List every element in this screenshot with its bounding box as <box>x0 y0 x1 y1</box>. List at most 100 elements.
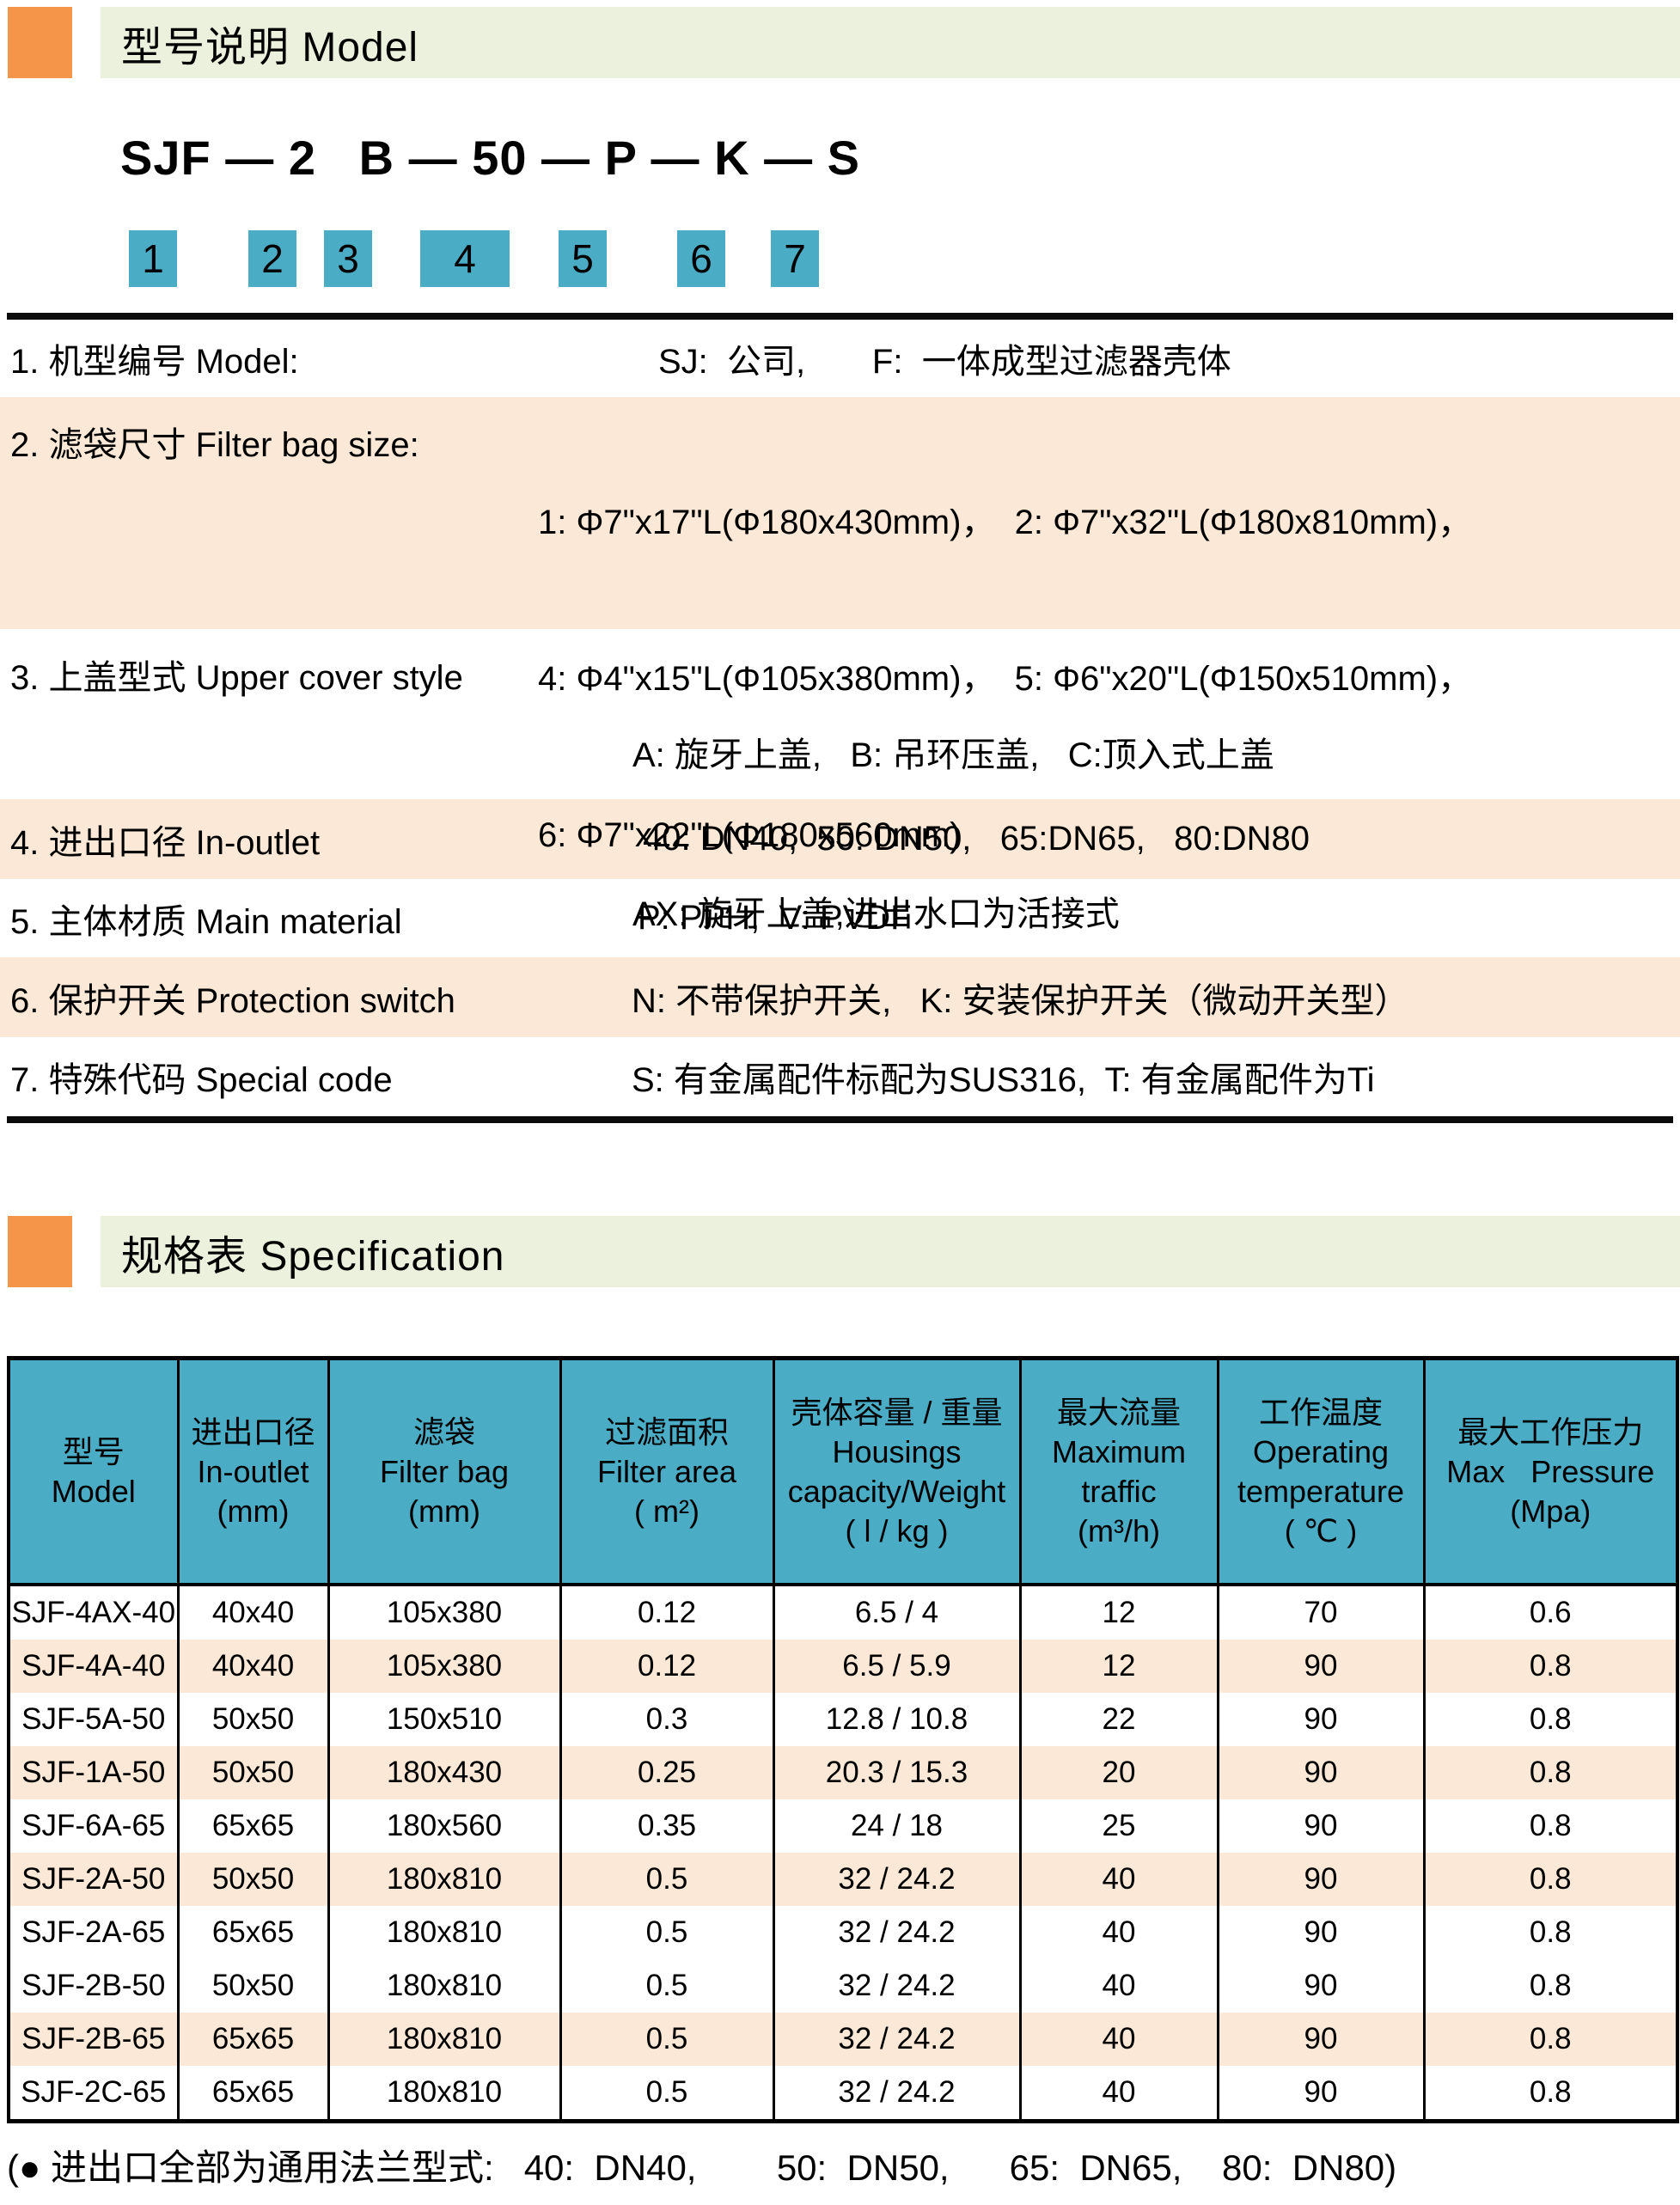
table-row: SJF-4AX-40 40x40 105x380 0.12 6.5 / 4 12… <box>7 1585 1679 1640</box>
cell-max-pressure: 0.8 <box>1422 1746 1679 1799</box>
cell-operating-temp: 90 <box>1216 1799 1426 1853</box>
orange-accent-block <box>8 1216 72 1287</box>
header-line: Model <box>51 1473 136 1509</box>
spec-section-header: 规格表 Specification <box>0 1216 1680 1287</box>
cell-filter-bag: 180x810 <box>327 1853 562 1906</box>
cell-filter-area: 0.12 <box>559 1585 775 1640</box>
cell-filter-bag: 180x810 <box>327 2013 562 2066</box>
section-title-bar: 型号说明 Model <box>101 7 1680 78</box>
header-line: Max Pressure <box>1446 1453 1655 1489</box>
cell-max-pressure: 0.8 <box>1422 1906 1679 1959</box>
header-line: (mm) <box>408 1493 480 1529</box>
spec-header-row: 型号 Model 进出口径 In-outlet (mm) 滤袋 Filter b… <box>7 1358 1679 1586</box>
cell-model: SJF-2A-50 <box>7 1853 180 1906</box>
cell-operating-temp: 90 <box>1216 1906 1426 1959</box>
header-line: In-outlet <box>197 1453 309 1489</box>
header-line: 滤袋 <box>412 1414 475 1450</box>
header-line: (m³/h) <box>1078 1512 1160 1548</box>
cell-in-outlet: 40x40 <box>176 1585 330 1640</box>
table-row: SJF-2B-65 65x65 180x810 0.5 32 / 24.2 40… <box>7 2013 1679 2066</box>
table-row: SJF-2B-50 50x50 180x810 0.5 32 / 24.2 40… <box>7 1959 1679 2013</box>
cell-max-pressure: 0.8 <box>1422 1640 1679 1693</box>
table-row: SJF-6A-65 65x65 180x560 0.35 24 / 18 25 … <box>7 1799 1679 1853</box>
cell-capacity-weight: 6.5 / 5.9 <box>772 1640 1022 1693</box>
cell-filter-bag: 150x510 <box>327 1693 562 1746</box>
item-label: 4. 进出口径 In-outlet <box>10 823 321 862</box>
cell-model: SJF-4A-40 <box>7 1640 180 1693</box>
item-label: 3. 上盖型式 Upper cover style <box>10 659 463 697</box>
divider-rule-top <box>7 313 1673 320</box>
item-value-line: 6: Φ7"x22"L(Φ180x560mm) <box>538 816 962 854</box>
model-items-list: 1. 机型编号 Model: SJ: 公司, F: 一体成型过滤器壳体 2. 滤… <box>0 320 1680 1116</box>
header-line: (mm) <box>217 1493 290 1529</box>
cell-max-traffic: 20 <box>1018 1746 1219 1799</box>
section-title-bar: 规格表 Specification <box>101 1216 1680 1287</box>
col-header-filter-bag: 滤袋 Filter bag (mm) <box>327 1358 562 1586</box>
cell-in-outlet: 50x50 <box>176 1959 330 2013</box>
item-row-in-outlet: 4. 进出口径 In-outlet 40: DN40, 50: DN50, 65… <box>0 799 1680 879</box>
cell-filter-bag: 105x380 <box>327 1640 562 1693</box>
col-header-max-pressure: 最大工作压力 Max Pressure (Mpa) <box>1422 1358 1679 1586</box>
cell-operating-temp: 90 <box>1216 2013 1426 2066</box>
cell-filter-bag: 105x380 <box>327 1585 562 1640</box>
header-line: 壳体容量 / 重量 <box>791 1394 1003 1430</box>
item-row-special-code: 7. 特殊代码 Special code S: 有金属配件标配为SUS316, … <box>0 1037 1680 1116</box>
cell-in-outlet: 50x50 <box>176 1853 330 1906</box>
cell-filter-bag: 180x810 <box>327 1959 562 2013</box>
item-row-model-number: 1. 机型编号 Model: SJ: 公司, F: 一体成型过滤器壳体 <box>0 320 1680 397</box>
cell-max-pressure: 0.8 <box>1422 1853 1679 1906</box>
item-label: 7. 特殊代码 Special code <box>10 1061 393 1099</box>
item-value: SJ: 公司, F: 一体成型过滤器壳体 <box>658 343 1231 381</box>
cell-filter-area: 0.5 <box>559 1959 775 2013</box>
header-line: capacity/Weight <box>787 1473 1006 1509</box>
cell-in-outlet: 65x65 <box>176 2066 330 2122</box>
item-value-line: 4: Φ4"x15"L(Φ105x380mm)， 5: Φ6"x20"L(Φ15… <box>538 660 1473 698</box>
cell-operating-temp: 90 <box>1216 1853 1426 1906</box>
table-row: SJF-1A-50 50x50 180x430 0.25 20.3 / 15.3… <box>7 1746 1679 1799</box>
item-label: 1. 机型编号 Model: <box>10 343 299 381</box>
cell-operating-temp: 90 <box>1216 2066 1426 2122</box>
cell-max-traffic: 40 <box>1018 2013 1219 2066</box>
table-row: SJF-2A-50 50x50 180x810 0.5 32 / 24.2 40… <box>7 1853 1679 1906</box>
cell-capacity-weight: 12.8 / 10.8 <box>772 1693 1022 1746</box>
item-value: 1: Φ7"x17"L(Φ180x430mm)， 2: Φ7"x32"L(Φ18… <box>528 397 1472 854</box>
cell-filter-area: 0.25 <box>559 1746 775 1799</box>
cell-in-outlet: 40x40 <box>176 1640 330 1693</box>
cell-filter-area: 0.5 <box>559 2066 775 2122</box>
header-line: Operating <box>1252 1433 1390 1469</box>
item-value: A: 旋牙上盖, B: 吊环压盖, C:顶入式上盖 AX: 旋牙上盖,进出水口为… <box>528 629 1274 933</box>
divider-rule-bottom <box>7 1116 1673 1123</box>
table-row: SJF-5A-50 50x50 150x510 0.3 12.8 / 10.8 … <box>7 1693 1679 1746</box>
cell-filter-bag: 180x810 <box>327 1906 562 1959</box>
header-line: ( l / kg ) <box>845 1512 949 1548</box>
cell-max-pressure: 0.8 <box>1422 1959 1679 2013</box>
cell-capacity-weight: 32 / 24.2 <box>772 1959 1022 2013</box>
cell-max-traffic: 22 <box>1018 1693 1219 1746</box>
cell-filter-area: 0.3 <box>559 1693 775 1746</box>
header-line: Filter bag <box>379 1453 510 1489</box>
cell-model: SJF-2C-65 <box>7 2066 180 2122</box>
cell-in-outlet: 50x50 <box>176 1746 330 1799</box>
model-code: SJF — 2 B — 50 — P — K — S <box>120 131 860 185</box>
cell-in-outlet: 65x65 <box>176 1906 330 1959</box>
cell-model: SJF-5A-50 <box>7 1693 180 1746</box>
item-label: 5. 主体材质 Main material <box>10 902 402 941</box>
cell-filter-area: 0.5 <box>559 1853 775 1906</box>
cell-filter-area: 0.35 <box>559 1799 775 1853</box>
col-header-model: 型号 Model <box>7 1358 180 1586</box>
flange-type-footnote: (● 进出口全部为通用法兰型式: 40: DN40, 50: DN50, 65:… <box>7 2147 1397 2188</box>
cell-model: SJF-2B-50 <box>7 1959 180 2013</box>
cell-filter-bag: 180x810 <box>327 2066 562 2122</box>
cell-max-pressure: 0.6 <box>1422 1585 1679 1640</box>
header-line: 最大工作压力 <box>1457 1414 1644 1450</box>
table-row: SJF-4A-40 40x40 105x380 0.12 6.5 / 5.9 1… <box>7 1640 1679 1693</box>
cell-max-traffic: 40 <box>1018 2066 1219 2122</box>
cell-max-pressure: 0.8 <box>1422 2066 1679 2122</box>
table-row: SJF-2C-65 65x65 180x810 0.5 32 / 24.2 40… <box>7 2066 1679 2122</box>
cell-filter-area: 0.5 <box>559 2013 775 2066</box>
header-line: ( ℃ ) <box>1284 1512 1358 1548</box>
header-line: 过滤面积 <box>604 1414 729 1450</box>
col-header-filter-area: 过滤面积 Filter area ( m²) <box>559 1358 775 1586</box>
cell-filter-bag: 180x560 <box>327 1799 562 1853</box>
cell-filter-bag: 180x430 <box>327 1746 562 1799</box>
